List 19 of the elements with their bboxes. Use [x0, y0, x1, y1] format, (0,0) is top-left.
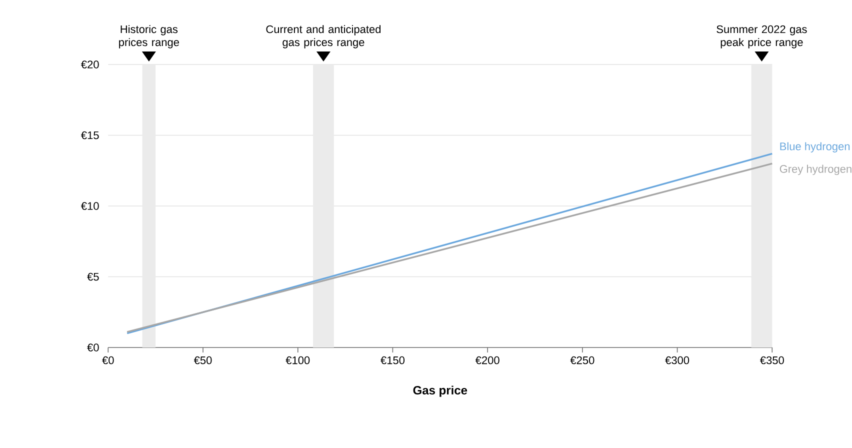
x-tick-label: €300 — [665, 356, 690, 364]
x-tick-label: €0 — [102, 356, 114, 364]
x-tick-label: €350 — [760, 356, 784, 364]
y-tick-label: €15 — [81, 131, 99, 140]
x-axis-title: Gas price — [413, 386, 468, 397]
x-tick-label: €150 — [380, 356, 405, 364]
y-tick-label: €20 — [81, 60, 99, 68]
series-label: Blue hydrogen — [780, 142, 850, 152]
band-label: Summer 2022 gas peak price range — [716, 25, 807, 48]
band-label: Historic gas prices range — [119, 25, 179, 48]
band-label: Current and anticipated gas prices range — [266, 25, 381, 48]
x-tick-label: €250 — [570, 356, 594, 364]
y-tick-label: €10 — [81, 202, 99, 210]
x-tick-label: €50 — [194, 356, 212, 364]
x-tick-label: €200 — [475, 356, 500, 364]
x-tick-label: €100 — [286, 356, 310, 364]
y-tick-label: €0 — [87, 344, 99, 352]
y-tick-label: €5 — [87, 272, 99, 281]
series-label: Grey hydrogen — [780, 164, 852, 176]
